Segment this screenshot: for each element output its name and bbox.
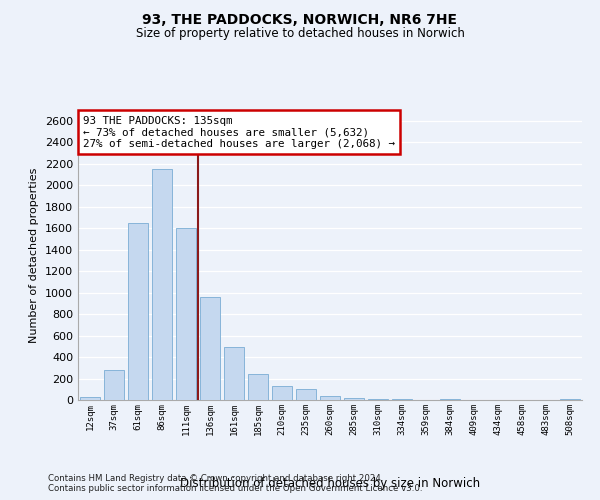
Bar (272, 386, 292, 400)
Text: Contains public sector information licensed under the Open Government Licence v3: Contains public sector information licen… (48, 484, 422, 493)
Bar (200, 297, 220, 400)
Bar (224, 348, 244, 400)
Text: Size of property relative to detached houses in Norwich: Size of property relative to detached ho… (136, 28, 464, 40)
Bar (368, 398, 388, 400)
Bar (80, 398, 100, 400)
Bar (152, 169, 172, 400)
Bar (344, 398, 364, 400)
Bar (560, 399, 580, 400)
X-axis label: Distribution of detached houses by size in Norwich: Distribution of detached houses by size … (180, 476, 480, 490)
Bar (176, 228, 196, 400)
Bar (248, 374, 268, 400)
Bar (296, 390, 316, 400)
Bar (440, 399, 460, 400)
Bar (104, 370, 124, 400)
Y-axis label: Number of detached properties: Number of detached properties (29, 168, 40, 342)
Bar (320, 396, 340, 400)
Bar (128, 223, 148, 400)
Text: 93, THE PADDOCKS, NORWICH, NR6 7HE: 93, THE PADDOCKS, NORWICH, NR6 7HE (143, 12, 458, 26)
Text: 93 THE PADDOCKS: 135sqm
← 73% of detached houses are smaller (5,632)
27% of semi: 93 THE PADDOCKS: 135sqm ← 73% of detache… (83, 116, 395, 149)
Text: Contains HM Land Registry data © Crown copyright and database right 2024.: Contains HM Land Registry data © Crown c… (48, 474, 383, 483)
